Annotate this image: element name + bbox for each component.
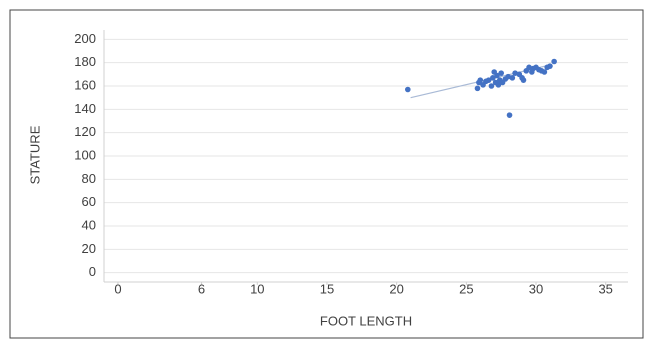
y-tick-label: 100: [74, 147, 96, 162]
x-tick-label: 0: [114, 281, 121, 296]
data-point: [498, 70, 504, 76]
x-tick-label: 30: [529, 281, 543, 296]
y-tick-label: 120: [74, 124, 96, 139]
data-point: [405, 86, 411, 93]
y-tick-label: 80: [82, 171, 96, 186]
data-point: [547, 63, 553, 69]
data-point: [477, 77, 484, 83]
x-axis-title: FOOT LENGTH: [320, 313, 412, 328]
data-point: [488, 83, 495, 89]
data-point: [541, 69, 548, 75]
data-point: [490, 75, 496, 81]
data-point: [506, 112, 513, 118]
x-tick-label: 15: [320, 281, 334, 296]
y-tick-label: 40: [82, 217, 96, 232]
x-tick-label: 6: [198, 281, 205, 296]
x-tick-label: 10: [250, 281, 264, 296]
y-tick-label: 180: [74, 54, 96, 69]
y-tick-label: 160: [74, 77, 96, 92]
y-tick-label: 60: [82, 194, 96, 209]
x-tick-label: 25: [459, 281, 473, 296]
y-tick-label: 0: [89, 264, 96, 279]
data-point: [495, 82, 502, 88]
data-point: [551, 58, 557, 65]
y-tick-label: 20: [82, 241, 96, 256]
y-tick-label: 200: [74, 31, 96, 46]
data-point: [520, 77, 527, 83]
data-point: [509, 75, 516, 81]
data-point: [494, 72, 500, 79]
data-point: [485, 77, 492, 83]
y-axis-title: STATURE: [27, 125, 42, 184]
y-tick-label: 140: [74, 101, 96, 116]
x-tick-label: 35: [598, 281, 612, 296]
data-point: [474, 85, 481, 92]
x-tick-label: 20: [389, 281, 403, 296]
